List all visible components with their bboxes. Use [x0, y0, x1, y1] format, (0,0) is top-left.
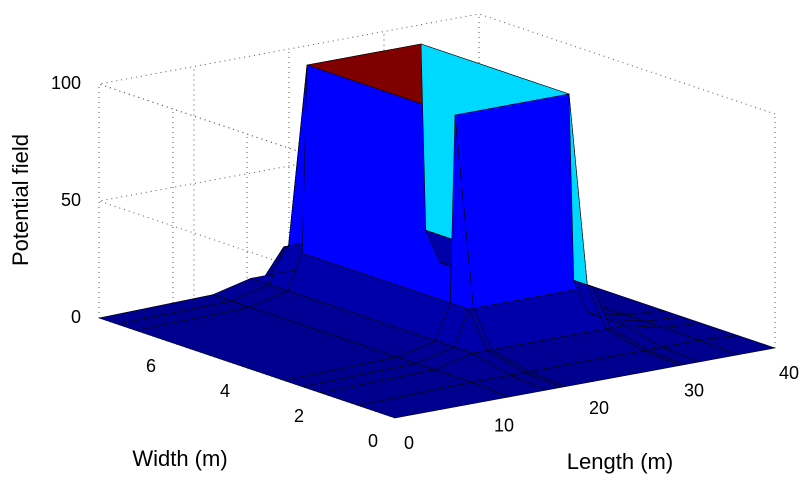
z-tick-label: 100	[51, 73, 81, 93]
x-tick-label: 20	[589, 398, 609, 418]
x-tick-label: 40	[779, 363, 799, 383]
surface	[98, 43, 776, 419]
surface-face	[699, 335, 776, 356]
x-tick-label: 30	[684, 380, 704, 400]
z-tick-label: 0	[71, 307, 81, 327]
x-tick-label: 0	[404, 433, 414, 453]
y-axis-label: Width (m)	[132, 446, 227, 471]
frame-edge	[98, 83, 396, 185]
y-tick-label: 2	[294, 406, 304, 426]
x-tick-label: 10	[494, 415, 514, 435]
surface-face	[454, 93, 588, 309]
z-axis-label: Potential field	[8, 134, 33, 266]
frame-edge	[478, 13, 776, 115]
y-tick-label: 6	[146, 356, 156, 376]
y-tick-label: 0	[368, 431, 378, 451]
grid-line	[97, 13, 480, 185]
y-tick-label: 4	[220, 381, 230, 401]
x-axis-label: Length (m)	[567, 449, 673, 474]
z-tick-label: 50	[61, 190, 81, 210]
labels: Length (m) Width (m) Potential field 0 50…	[8, 73, 799, 474]
